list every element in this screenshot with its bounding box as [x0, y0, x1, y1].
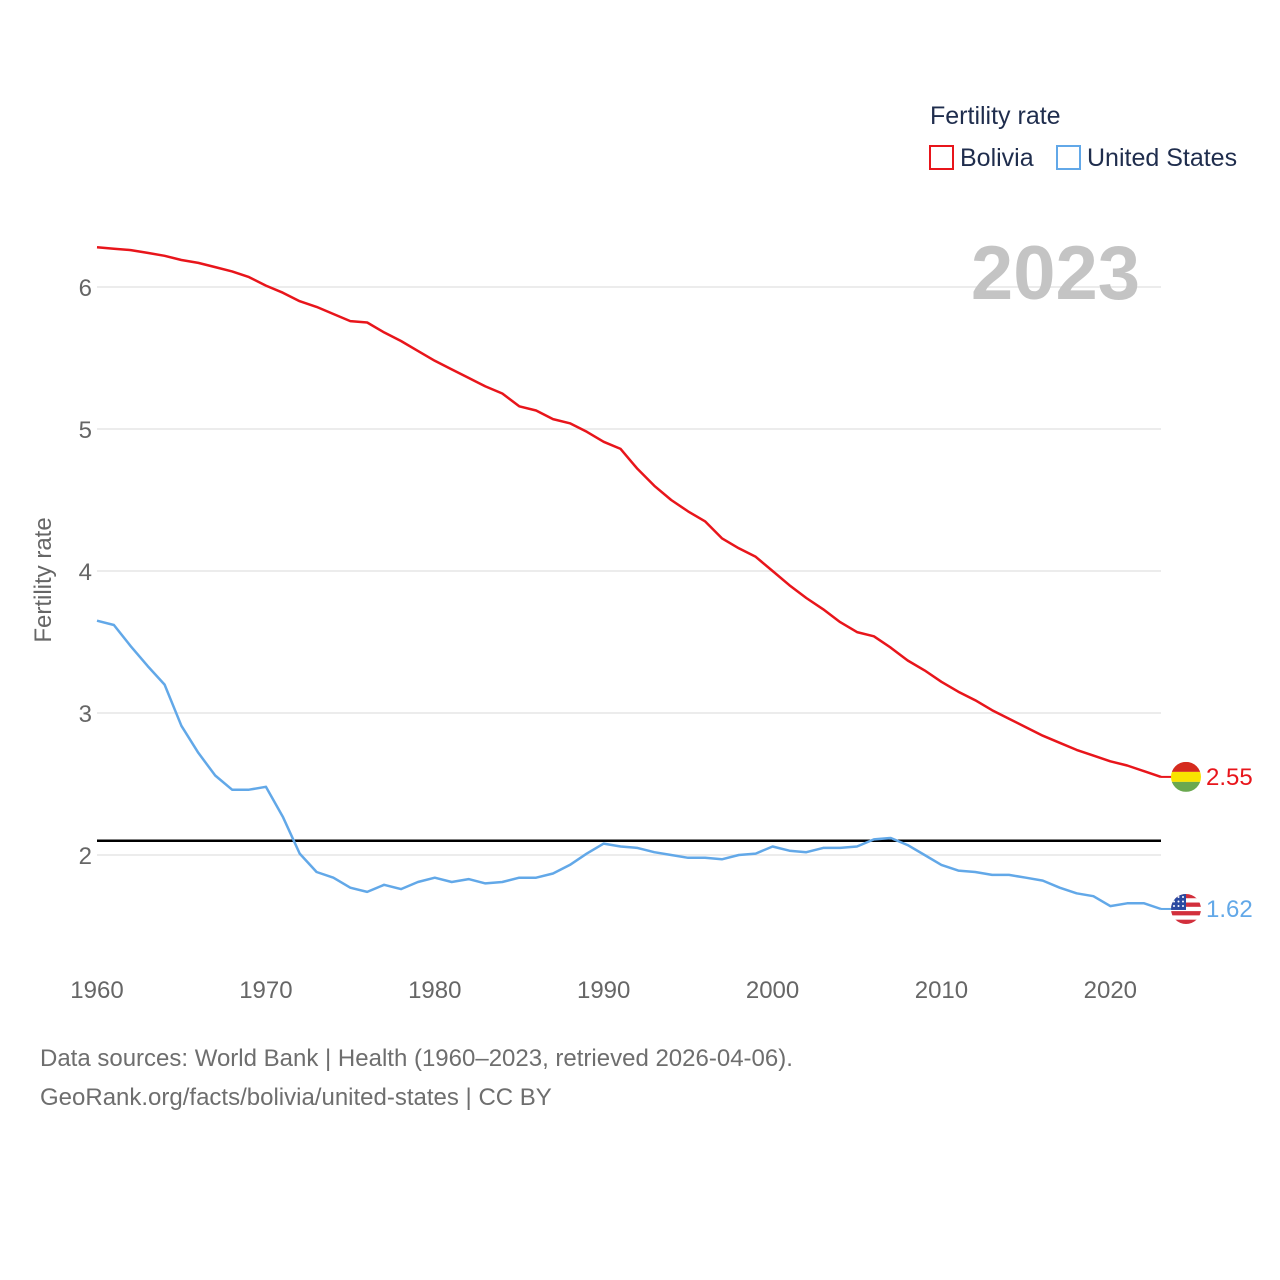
x-tick-label: 1960	[70, 977, 123, 1004]
x-tick-label: 2020	[1084, 977, 1137, 1004]
flag-united-states-icon	[1171, 893, 1201, 924]
legend-swatch-united-states[interactable]	[1056, 145, 1081, 170]
x-tick-label: 1970	[239, 977, 292, 1004]
x-tick-label: 2000	[746, 977, 799, 1004]
y-tick-label: 6	[79, 275, 92, 302]
series-line-bolivia[interactable]	[96, 245, 1162, 779]
legend-label-bolivia[interactable]: Bolivia	[960, 144, 1034, 172]
x-tick-label: 1980	[408, 977, 461, 1004]
x-tick-label: 2010	[915, 977, 968, 1004]
end-markers: 2.55 1.62	[1161, 761, 1253, 924]
y-tick-label: 5	[79, 417, 92, 444]
footer-credit[interactable]: GeoRank.org/facts/bolivia/united-states …	[40, 1084, 552, 1111]
end-value-united-states: 1.62	[1206, 896, 1253, 923]
y-axis: 2 3 4 5 6	[79, 275, 92, 870]
y-axis-title: Fertility rate	[30, 517, 57, 642]
y-tick-label: 2	[79, 843, 92, 870]
legend-swatch-bolivia[interactable]	[929, 145, 954, 170]
legend-title: Fertility rate	[930, 102, 1061, 130]
legend-label-united-states[interactable]: United States	[1087, 144, 1237, 172]
year-label: 2023	[971, 231, 1140, 316]
x-tick-label: 1990	[577, 977, 630, 1004]
series-lines	[96, 245, 1162, 911]
y-tick-label: 3	[79, 701, 92, 728]
end-value-bolivia: 2.55	[1206, 764, 1253, 791]
legend: Fertility rate Bolivia United States	[929, 102, 1237, 172]
footer-source: Data sources: World Bank | Health (1960–…	[40, 1045, 793, 1072]
grid	[97, 286, 1161, 856]
y-tick-label: 4	[79, 559, 92, 586]
series-line-united-states[interactable]	[96, 619, 1162, 911]
x-axis: 1960 1970 1980 1990 2000 2010 2020	[70, 977, 1137, 1004]
flag-bolivia-icon	[1171, 761, 1201, 792]
